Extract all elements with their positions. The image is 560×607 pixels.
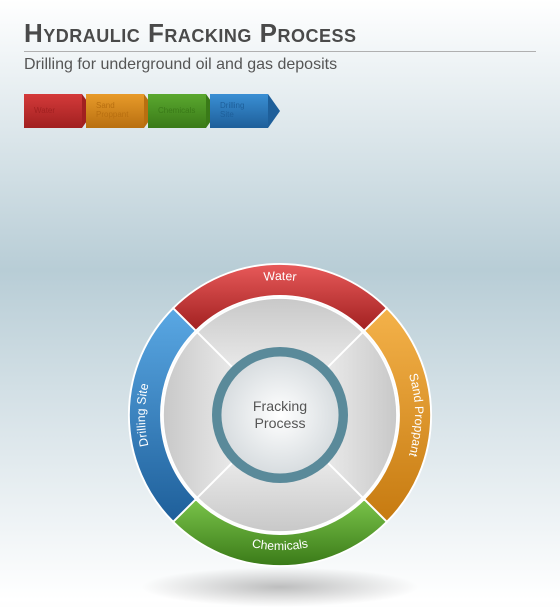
step-label: Chemicals	[158, 107, 195, 116]
process-steps-row: Water Sand Proppant Chemicals Drilling Site	[24, 94, 560, 128]
step-label: Water	[34, 107, 55, 116]
center-label-1: Fracking	[253, 399, 307, 415]
header: Hydraulic Fracking Process Drilling for …	[0, 0, 560, 80]
center-label-2: Process	[254, 416, 305, 432]
step-label: Sand Proppant	[96, 102, 128, 120]
step-arrow-2: Chemicals	[148, 94, 206, 128]
ring-label-0: Water	[263, 269, 297, 284]
process-wheel: WaterSand ProppantChemicalsDrilling Site…	[110, 245, 450, 585]
page-title: Hydraulic Fracking Process	[24, 18, 536, 52]
step-arrow-1: Sand Proppant	[86, 94, 144, 128]
step-label: Drilling Site	[220, 102, 244, 120]
page-subtitle: Drilling for underground oil and gas dep…	[24, 56, 536, 74]
step-arrow-3: Drilling Site	[210, 94, 268, 128]
step-arrow-0: Water	[24, 94, 82, 128]
